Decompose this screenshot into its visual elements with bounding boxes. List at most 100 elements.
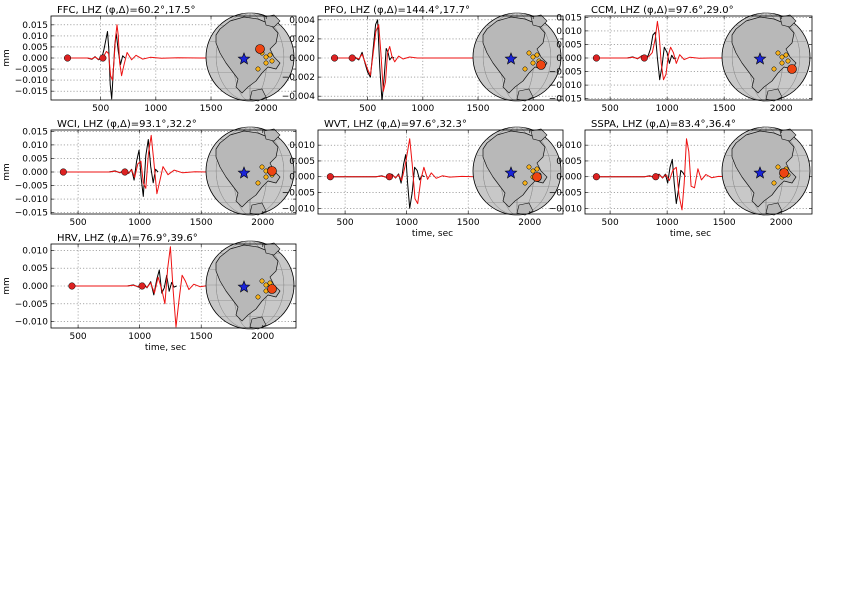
globe-map	[205, 12, 295, 102]
x-tick-label: 500	[602, 104, 619, 114]
x-tick-label: 2000	[522, 104, 545, 114]
x-tick-label: 1500	[713, 218, 736, 228]
y-tick-label: −0.005	[15, 182, 48, 192]
globe-map	[721, 12, 811, 102]
panel-title: WCI, LHZ (φ,Δ)=93.1°,32.2°	[57, 119, 197, 130]
globe-map	[472, 12, 562, 102]
station-marker	[255, 66, 261, 72]
y-axis-label: mm	[2, 49, 12, 67]
y-tick-label: −0.005	[549, 68, 582, 78]
y-tick-label: 0.005	[289, 157, 315, 167]
y-axis-label: mm	[2, 277, 12, 295]
y-tick-label: 0.000	[556, 173, 582, 183]
phase-marker	[331, 54, 339, 62]
epicenter-star	[237, 52, 251, 65]
x-tick-label: 500	[602, 218, 619, 228]
x-tick-label: 500	[336, 218, 353, 228]
x-axis-label: time, sec	[412, 229, 453, 239]
y-tick-label: 0.000	[289, 173, 315, 183]
station-marker	[255, 294, 261, 300]
y-tick-label: −0.005	[15, 65, 48, 75]
globe-map	[721, 126, 811, 216]
selected-station-marker	[787, 64, 797, 74]
station-marker	[269, 58, 275, 64]
globe-map	[472, 126, 562, 216]
selected-station-marker	[532, 172, 542, 182]
station-marker	[526, 50, 532, 56]
station-marker	[775, 164, 781, 170]
selected-station-marker	[267, 284, 277, 294]
x-tick-label: 1000	[656, 104, 679, 114]
y-tick-label: 0.000	[556, 54, 582, 64]
x-tick-label: 2000	[251, 332, 274, 342]
series-group	[64, 24, 236, 100]
station-marker	[263, 54, 269, 60]
x-tick-label: 2000	[518, 218, 541, 228]
epicenter-star	[504, 166, 518, 179]
y-tick-label: 0.015	[22, 21, 48, 31]
y-tick-label: 0.010	[22, 246, 48, 256]
y-tick-label: 0.015	[556, 13, 582, 23]
station-marker	[526, 164, 532, 170]
station-marker	[255, 180, 261, 186]
y-tick-label: −0.005	[282, 189, 315, 199]
island-outline	[779, 128, 797, 142]
y-tick-label: −0.004	[282, 92, 316, 102]
selected-station-marker	[536, 60, 546, 70]
station-marker	[534, 52, 540, 58]
synthetic-trace	[596, 138, 750, 211]
x-tick-label: 1000	[128, 218, 151, 228]
island-outline	[263, 242, 281, 256]
y-tick-label: 0.004	[289, 16, 315, 26]
island-outline	[530, 14, 548, 28]
y-tick-label: 0.010	[289, 141, 315, 151]
y-tick-label: 0.002	[289, 35, 315, 45]
phase-marker	[348, 54, 356, 62]
station-marker	[783, 52, 789, 58]
epicenter-star	[237, 166, 251, 179]
seismogram-panel: 500 1000 1500 20000.0150.0100.0050.000−0.00…	[2, 119, 297, 228]
x-tick-label: 500	[69, 332, 86, 342]
phase-marker	[64, 54, 72, 62]
phase-marker	[652, 173, 660, 181]
y-tick-label: 0.010	[22, 32, 48, 42]
continent-outline	[249, 88, 267, 102]
synthetic-trace	[334, 24, 503, 92]
x-tick-label: 1000	[656, 218, 679, 228]
x-tick-label: 1500	[713, 104, 736, 114]
y-tick-label: −0.010	[15, 76, 49, 86]
x-tick-label: 2000	[770, 104, 793, 114]
y-tick-label: 0.005	[556, 157, 582, 167]
phase-marker	[592, 54, 600, 62]
phase-marker	[138, 282, 146, 290]
panel-title: SSPA, LHZ (φ,Δ)=83.4°,36.4°	[591, 119, 736, 130]
seismogram-panel: 500 1000 1500 2000 0.010 0.005 0.000 −0.005 −0.0…	[2, 233, 297, 353]
seismogram-panel: 500 1000 1500 2000 0.010 0.005 0.000 −0.005 −0.0…	[282, 119, 564, 239]
x-tick-label: 1000	[411, 104, 434, 114]
series-group	[592, 20, 750, 81]
y-tick-label: −0.010	[15, 195, 49, 205]
station-marker	[771, 66, 777, 72]
series-group	[326, 138, 496, 209]
series-group	[68, 246, 229, 328]
phase-marker	[99, 54, 107, 62]
panel-title: CCM, LHZ (φ,Δ)=97.6°,29.0°	[591, 5, 734, 16]
plot-frame	[317, 129, 564, 215]
continent-outline	[516, 202, 534, 216]
epicenter-star	[753, 166, 767, 179]
station-marker	[259, 278, 265, 284]
station-marker	[263, 60, 269, 66]
island-outline	[263, 128, 281, 142]
y-tick-label: −0.010	[15, 318, 49, 328]
station-marker	[263, 282, 269, 288]
phase-marker	[68, 282, 76, 290]
continent-outline	[765, 88, 783, 102]
y-tick-label: −0.010	[282, 204, 316, 214]
station-marker	[530, 60, 536, 66]
seismogram-panel: 500 1000 1500 20000.0150.0100.0050.000−0.00…	[2, 5, 297, 114]
phase-marker	[640, 54, 648, 62]
series-group	[331, 19, 503, 100]
y-tick-label: −0.005	[549, 189, 582, 199]
x-tick-label: 1000	[395, 218, 418, 228]
